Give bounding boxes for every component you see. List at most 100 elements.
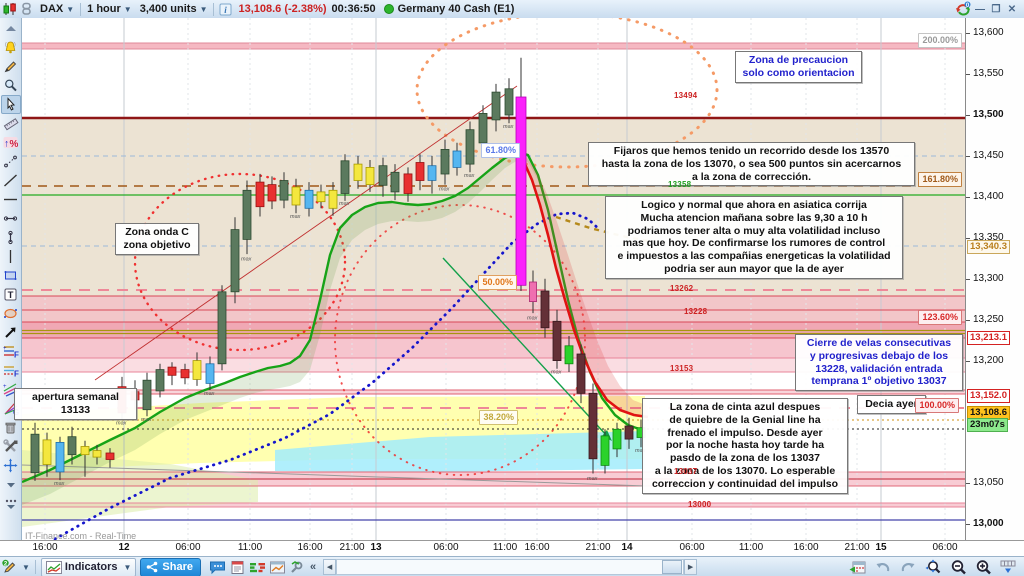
draw-tool-button[interactable]: 2 <box>0 558 20 576</box>
session-gridlines <box>123 18 882 540</box>
horizontal-line-icon[interactable] <box>1 190 21 209</box>
alert-bell-icon[interactable]: () <box>1 38 21 57</box>
tools-caret-icon[interactable] <box>1 475 21 494</box>
max-marker: max <box>54 481 65 487</box>
fib-label: 61.80% <box>481 143 520 158</box>
annotation-cinta-azul[interactable]: La zona de cinta azul despues de quiebre… <box>642 398 848 494</box>
strategy-tools-button[interactable] <box>287 558 307 576</box>
trash-icon[interactable] <box>1 418 21 437</box>
zoom-in-button[interactable] <box>973 558 993 576</box>
scrollbar-track[interactable] <box>336 559 685 575</box>
text-tool-icon[interactable]: T <box>1 285 21 304</box>
move-chart-icon[interactable] <box>1 456 21 475</box>
feed-status-dot <box>383 4 394 14</box>
units-select[interactable]: 3,400 units ▼ <box>136 3 212 15</box>
indicators-icon <box>45 560 62 574</box>
chart-canvas[interactable]: max max max max max max max max max max max max max m… <box>14 18 965 541</box>
scroll-up-icon[interactable] <box>1 19 21 38</box>
feed-name: Germany 40 Cash (E1) <box>397 3 515 15</box>
ellipse-shape-icon[interactable] <box>1 304 21 323</box>
expand-panel-button[interactable] <box>998 558 1018 576</box>
vertical-segment-icon[interactable] <box>1 228 21 247</box>
session-countdown: 00:36:50 <box>331 3 376 15</box>
chart-style-icon[interactable] <box>0 1 18 17</box>
orange-ellipse-precaution[interactable] <box>415 18 719 169</box>
candle <box>30 433 40 474</box>
info-icon[interactable]: i <box>216 1 234 17</box>
red-impulse-line[interactable] <box>504 148 649 419</box>
genial-line[interactable] <box>22 150 643 484</box>
zoom-out-button[interactable] <box>948 558 968 576</box>
collapse-toolbar-button[interactable]: « <box>310 561 317 573</box>
annotation-apertura-semanal[interactable]: apertura semanal 13133 <box>14 388 137 420</box>
trend-line-icon[interactable] <box>1 171 21 190</box>
fib-retracement-icon[interactable]: F + <box>1 342 21 361</box>
candles-layer <box>30 57 646 481</box>
rectangle-shape-icon[interactable] <box>1 266 21 285</box>
undo-icon[interactable] <box>873 558 893 576</box>
refresh-icon[interactable]: 0 <box>954 1 972 17</box>
fib-label: 200.00% <box>918 33 962 48</box>
restore-button[interactable]: ❐ <box>991 3 1001 15</box>
chart-scrollbar[interactable]: ◀ ▶ <box>323 559 698 575</box>
zoom-vertical-button[interactable] <box>923 558 943 576</box>
scroll-right-button[interactable]: ▶ <box>684 559 698 575</box>
fib-label: 38.20% <box>479 410 518 425</box>
news-button[interactable] <box>227 558 247 576</box>
link-icon[interactable] <box>18 1 36 17</box>
green-arrow-line[interactable] <box>442 257 609 438</box>
candle <box>42 439 52 465</box>
price-tick: 13,400 <box>966 191 1024 202</box>
svg-text:(: ( <box>5 42 7 48</box>
more-tools-icon[interactable] <box>1 494 21 513</box>
red-ellipse-onda-c[interactable] <box>133 172 347 352</box>
arrow-annotation-icon[interactable] <box>1 323 21 342</box>
order-book-button[interactable] <box>247 558 267 576</box>
annotation-logico[interactable]: Logico y normal que ahora en asiatica co… <box>605 196 903 279</box>
minimize-button[interactable]: — <box>975 3 985 15</box>
timeframe-select[interactable]: 1 hour ▼ <box>83 3 136 15</box>
blue-dotted-curve[interactable] <box>53 211 602 540</box>
dotted-trend-icon[interactable] <box>1 152 21 171</box>
pointer-cursor-icon[interactable] <box>0 95 21 114</box>
horizontal-segment-icon[interactable] <box>1 209 21 228</box>
advanced-tools-icon[interactable] <box>1 437 21 456</box>
annotation-fijaros[interactable]: Fijaros que hemos tenido un recorrido de… <box>588 142 915 187</box>
svg-text:i: i <box>224 5 227 15</box>
chevron-down-icon[interactable]: ▼ <box>22 562 30 572</box>
chart-window-button[interactable] <box>267 558 287 576</box>
indicators-button[interactable]: Indicators ▼ <box>40 557 137 576</box>
trendline-up[interactable] <box>94 85 518 381</box>
time-axis[interactable]: 16:00 12 06:00 11:00 16:00 21:00 13 06:00 11:00 1… <box>0 540 1024 557</box>
price-tick: 13,600 <box>966 27 1024 38</box>
vertical-line-icon[interactable] <box>1 247 21 266</box>
redo-icon[interactable] <box>898 558 918 576</box>
pencil-icon[interactable] <box>1 57 21 76</box>
percent-change-icon[interactable]: ↑% <box>1 133 21 152</box>
scrollbar-thumb[interactable] <box>662 560 683 574</box>
candle <box>142 379 152 411</box>
close-button[interactable]: ✕ <box>1007 3 1017 15</box>
share-button[interactable]: Share <box>140 557 201 576</box>
zoom-magnifier-icon[interactable] <box>1 76 21 95</box>
chat-button[interactable] <box>207 558 227 576</box>
annotation-zona-onda-c[interactable]: Zona onda C zona objetivo <box>115 223 199 255</box>
instrument-select[interactable]: DAX ▼ <box>36 3 78 15</box>
candle <box>452 150 462 168</box>
time-tick: 11:00 <box>738 542 764 553</box>
fib-levels-icon[interactable]: F <box>1 361 21 380</box>
price-axis[interactable]: 13,600 13,550 13,500 13,450 13,400 13,350 13,3… <box>965 18 1024 540</box>
go-to-date-button[interactable] <box>848 558 868 576</box>
svg-text:+: + <box>3 384 7 390</box>
red-ellipse-impulse[interactable] <box>334 204 586 476</box>
scroll-left-button[interactable]: ◀ <box>323 559 337 575</box>
candle <box>291 186 301 206</box>
ruler-icon[interactable] <box>1 114 21 133</box>
svg-text:T: T <box>8 290 14 301</box>
annotation-cierre[interactable]: Cierre de velas consecutivas y progresiv… <box>795 334 963 392</box>
price-flag: 13,152.0 <box>967 389 1010 403</box>
annotation-decia-ayer[interactable]: Decia ayer <box>857 395 926 414</box>
candle <box>390 171 400 193</box>
annotation-zona-precaucion[interactable]: Zona de precaucion solo como orientacion <box>735 51 862 83</box>
